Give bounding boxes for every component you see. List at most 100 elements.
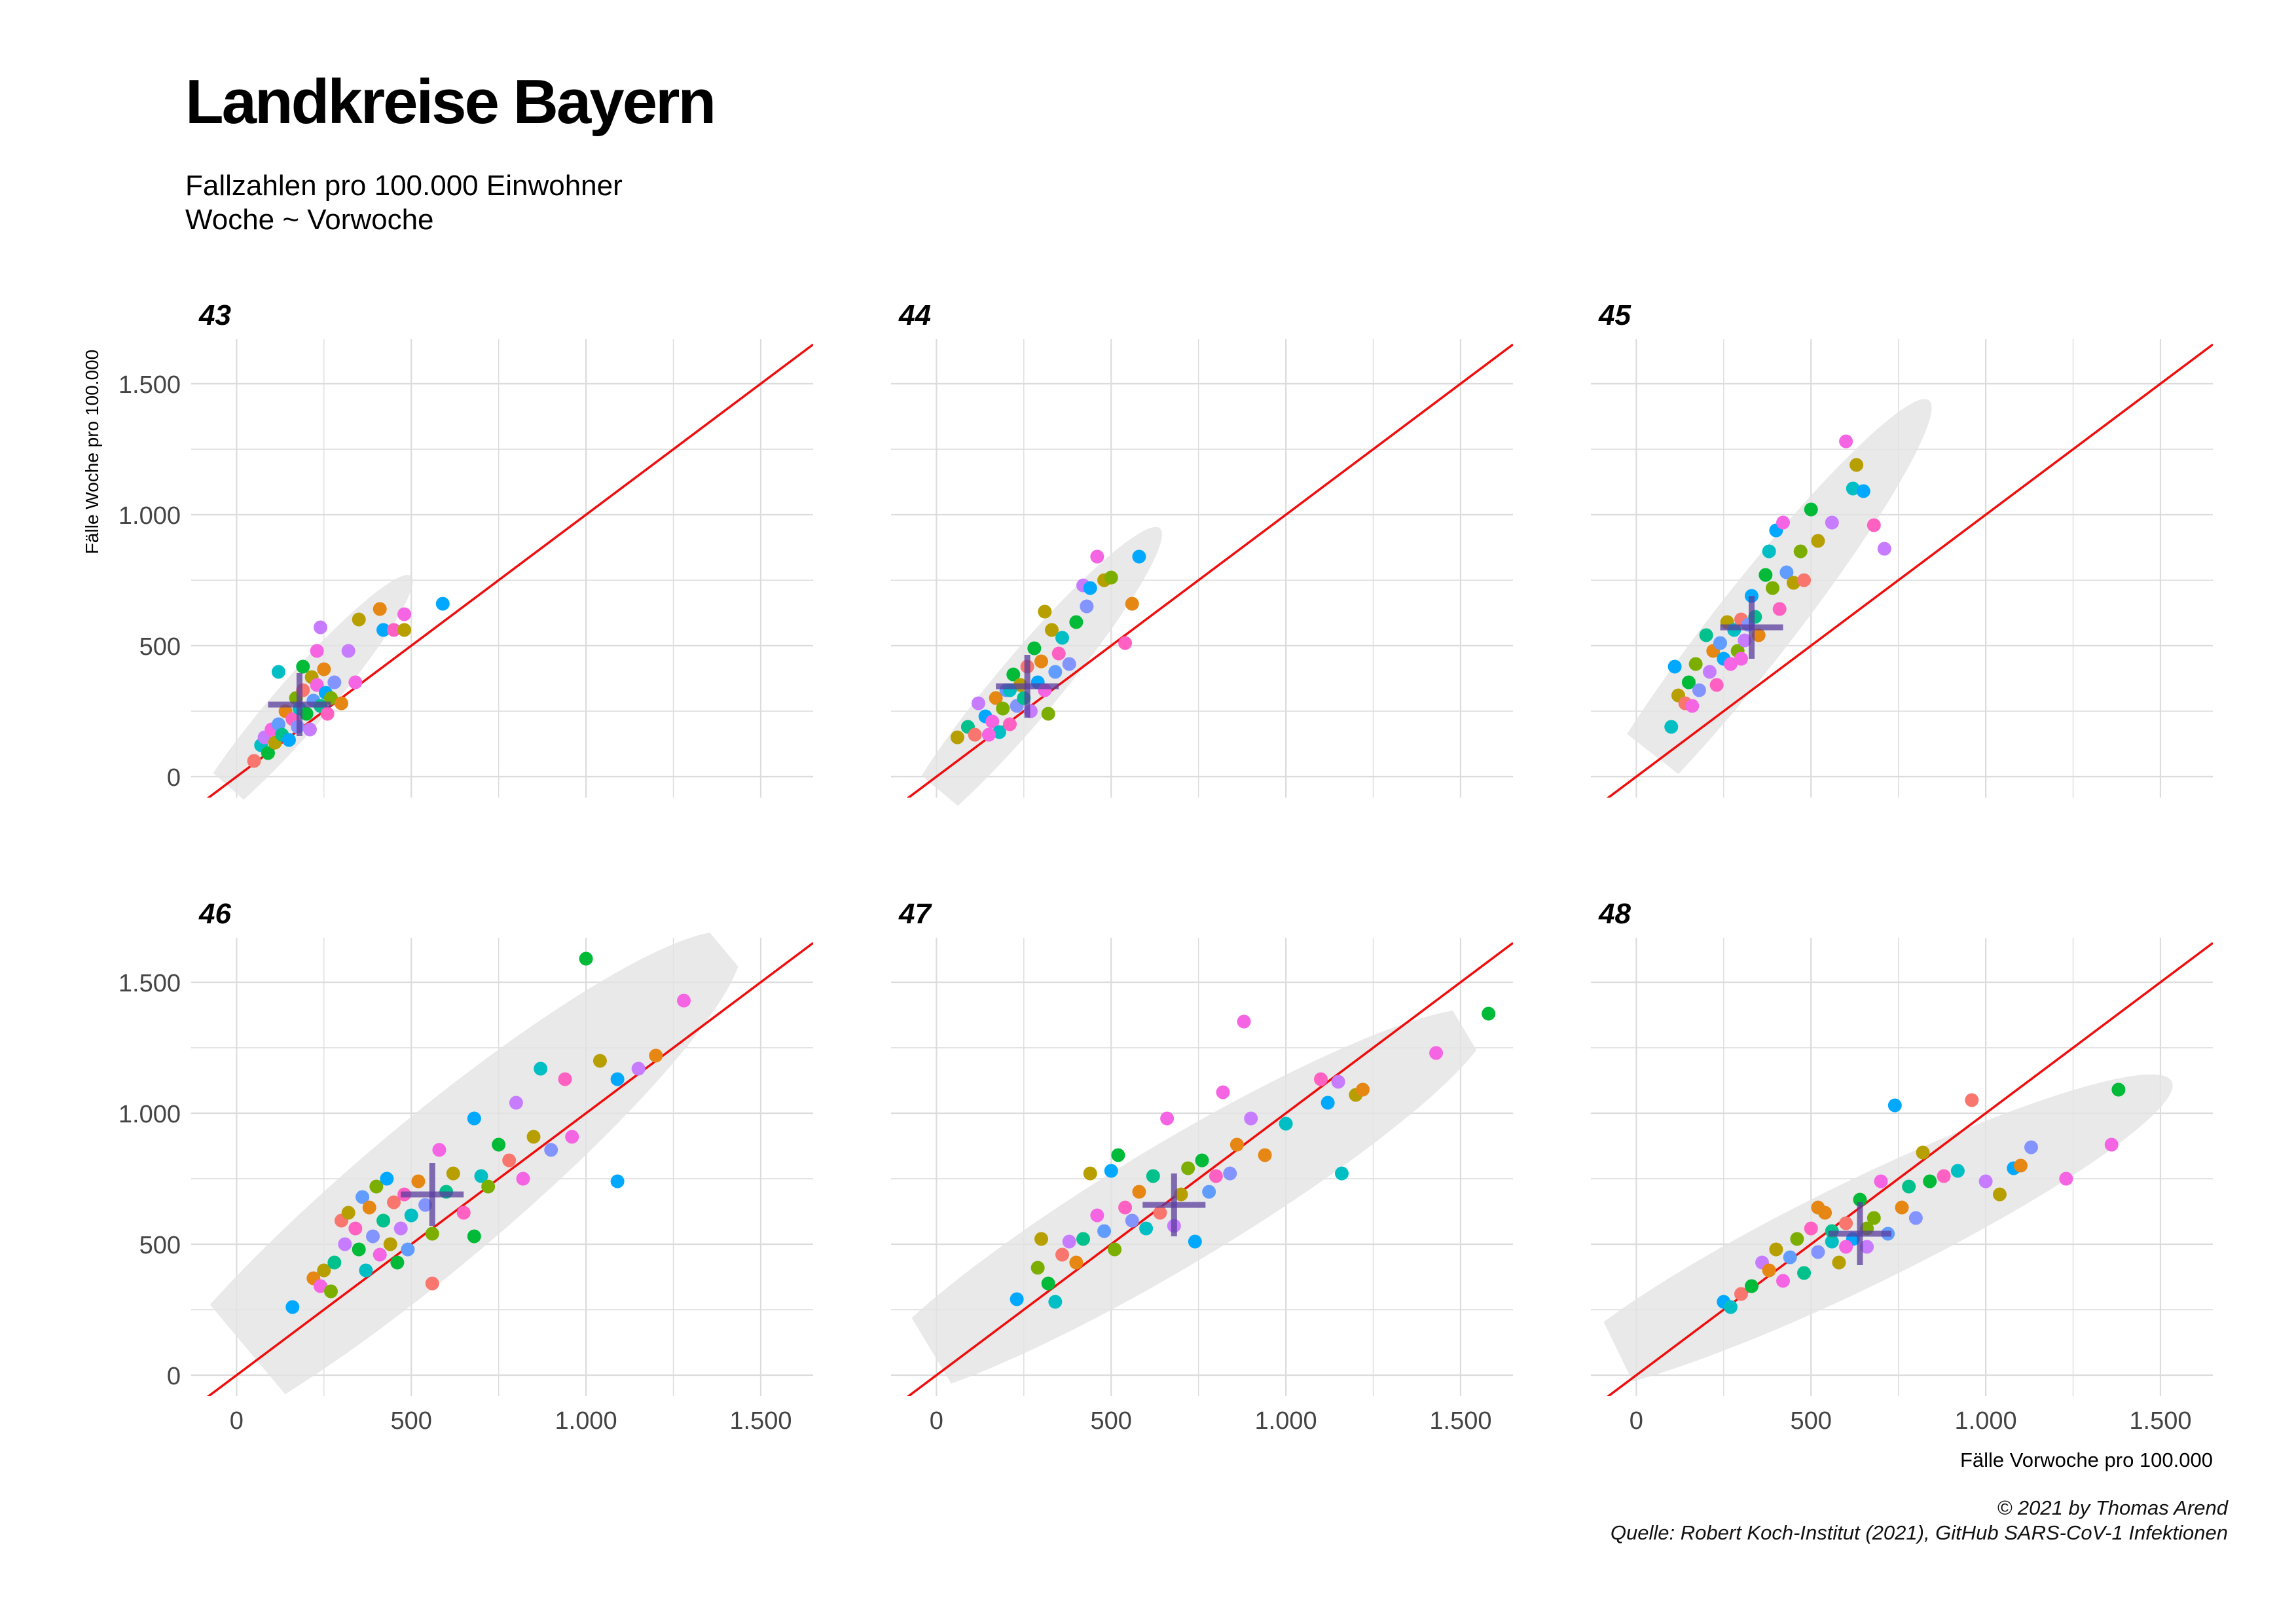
data-point bbox=[1811, 534, 1825, 548]
data-point bbox=[411, 1174, 426, 1189]
data-point bbox=[1793, 544, 1808, 559]
data-point bbox=[610, 1072, 625, 1086]
data-point bbox=[1723, 1300, 1738, 1314]
data-point bbox=[352, 612, 366, 627]
data-point bbox=[1902, 1179, 1916, 1194]
data-point bbox=[1313, 1072, 1328, 1086]
data-point bbox=[1118, 1200, 1133, 1215]
data-point bbox=[327, 675, 342, 690]
data-point bbox=[1804, 502, 1818, 517]
data-point bbox=[271, 665, 285, 679]
data-point bbox=[1237, 1014, 1251, 1029]
y-tick-label: 500 bbox=[139, 633, 181, 661]
data-point bbox=[404, 1208, 418, 1223]
data-points bbox=[1717, 1082, 2126, 1314]
data-point bbox=[1279, 1116, 1293, 1131]
facet-label: 45 bbox=[1598, 299, 1631, 331]
data-point bbox=[247, 754, 261, 768]
mean-cross bbox=[1142, 1173, 1206, 1236]
data-point bbox=[1664, 720, 1679, 734]
facet-label: 46 bbox=[198, 898, 231, 930]
chart-subtitle-line-1: Fallzahlen pro 100.000 Einwohner bbox=[185, 170, 623, 202]
data-point bbox=[359, 1263, 373, 1278]
data-point bbox=[352, 1242, 366, 1257]
identity-line bbox=[1606, 343, 2213, 798]
data-point bbox=[1055, 631, 1070, 645]
data-point bbox=[380, 1172, 394, 1186]
data-point bbox=[1181, 1161, 1195, 1175]
data-point bbox=[1139, 1221, 1154, 1236]
data-point bbox=[1832, 1255, 1846, 1270]
data-point bbox=[544, 1143, 558, 1157]
data-point bbox=[968, 728, 982, 742]
data-point bbox=[1867, 1211, 1881, 1225]
x-axis-title: Fälle Vorwoche pro 100.000 bbox=[1960, 1449, 2213, 1471]
data-point bbox=[1787, 576, 1801, 590]
data-point bbox=[516, 1172, 530, 1186]
data-point bbox=[310, 678, 324, 692]
data-point bbox=[261, 746, 275, 760]
grid-lines bbox=[1591, 938, 2213, 1396]
data-point bbox=[1877, 542, 1891, 556]
data-point bbox=[1846, 481, 1860, 496]
data-point bbox=[1797, 573, 1812, 587]
data-point bbox=[474, 1169, 488, 1183]
data-point bbox=[1027, 641, 1042, 655]
data-point bbox=[1030, 1261, 1045, 1275]
data-point bbox=[1125, 597, 1139, 611]
data-point bbox=[996, 701, 1010, 716]
data-point bbox=[1244, 1111, 1258, 1126]
data-point bbox=[1069, 615, 1084, 629]
data-point bbox=[362, 1200, 376, 1215]
data-point bbox=[373, 1247, 387, 1262]
data-point bbox=[320, 707, 335, 721]
data-point bbox=[1992, 1187, 2007, 1202]
source-note: Quelle: Robert Koch-Institut (2021), Git… bbox=[1610, 1521, 2228, 1544]
data-point bbox=[1132, 549, 1146, 564]
data-point bbox=[387, 1195, 401, 1209]
mean-cross bbox=[401, 1163, 464, 1226]
x-tick-label: 0 bbox=[930, 1407, 943, 1435]
data-point bbox=[1856, 484, 1870, 498]
data-point bbox=[401, 1242, 415, 1257]
data-point bbox=[565, 1130, 579, 1144]
data-point bbox=[1104, 570, 1118, 585]
data-point bbox=[1055, 1247, 1070, 1262]
grid-lines bbox=[191, 339, 813, 798]
data-point bbox=[435, 597, 450, 611]
data-point bbox=[425, 1276, 439, 1291]
facet-panel-43: 43 0 500 1.000 1.500 bbox=[118, 299, 813, 834]
data-point bbox=[271, 717, 285, 731]
data-point bbox=[610, 1174, 625, 1189]
x-tick-label: 1.000 bbox=[1955, 1407, 2017, 1435]
chart-caption: © 2021 by Thomas Arend Quelle: Robert Ko… bbox=[1611, 1496, 2228, 1545]
data-point bbox=[334, 696, 348, 710]
y-tick-label: 1.500 bbox=[118, 970, 181, 997]
data-point bbox=[1978, 1174, 1993, 1189]
data-point bbox=[2059, 1172, 2073, 1186]
data-point bbox=[985, 714, 1000, 729]
data-point bbox=[302, 722, 317, 737]
data-point bbox=[369, 1179, 384, 1194]
chart-title: Landkreise Bayern bbox=[185, 67, 716, 137]
facet-panel-48: 48 0 500 1.000 1.500 bbox=[1547, 898, 2213, 1435]
x-tick-label: 0 bbox=[230, 1407, 244, 1435]
data-point bbox=[981, 728, 996, 742]
data-point bbox=[1188, 1234, 1202, 1249]
data-point bbox=[327, 1255, 342, 1270]
x-tick-label: 0 bbox=[1630, 1407, 1643, 1435]
mean-cross bbox=[268, 673, 331, 736]
data-point bbox=[1783, 1250, 1797, 1264]
data-point bbox=[1006, 667, 1021, 682]
x-tick-label: 500 bbox=[1791, 1407, 1832, 1435]
data-point bbox=[313, 620, 327, 635]
data-point bbox=[592, 1054, 607, 1068]
data-point bbox=[1667, 659, 1682, 674]
facet-panel-47: 47 0 500 1.000 1.500 bbox=[858, 898, 1513, 1435]
data-point bbox=[1916, 1145, 1930, 1160]
data-point bbox=[1688, 657, 1703, 671]
data-point bbox=[1766, 581, 1780, 595]
data-point bbox=[1702, 665, 1717, 679]
data-point bbox=[366, 1229, 380, 1244]
data-point bbox=[1195, 1153, 1209, 1168]
